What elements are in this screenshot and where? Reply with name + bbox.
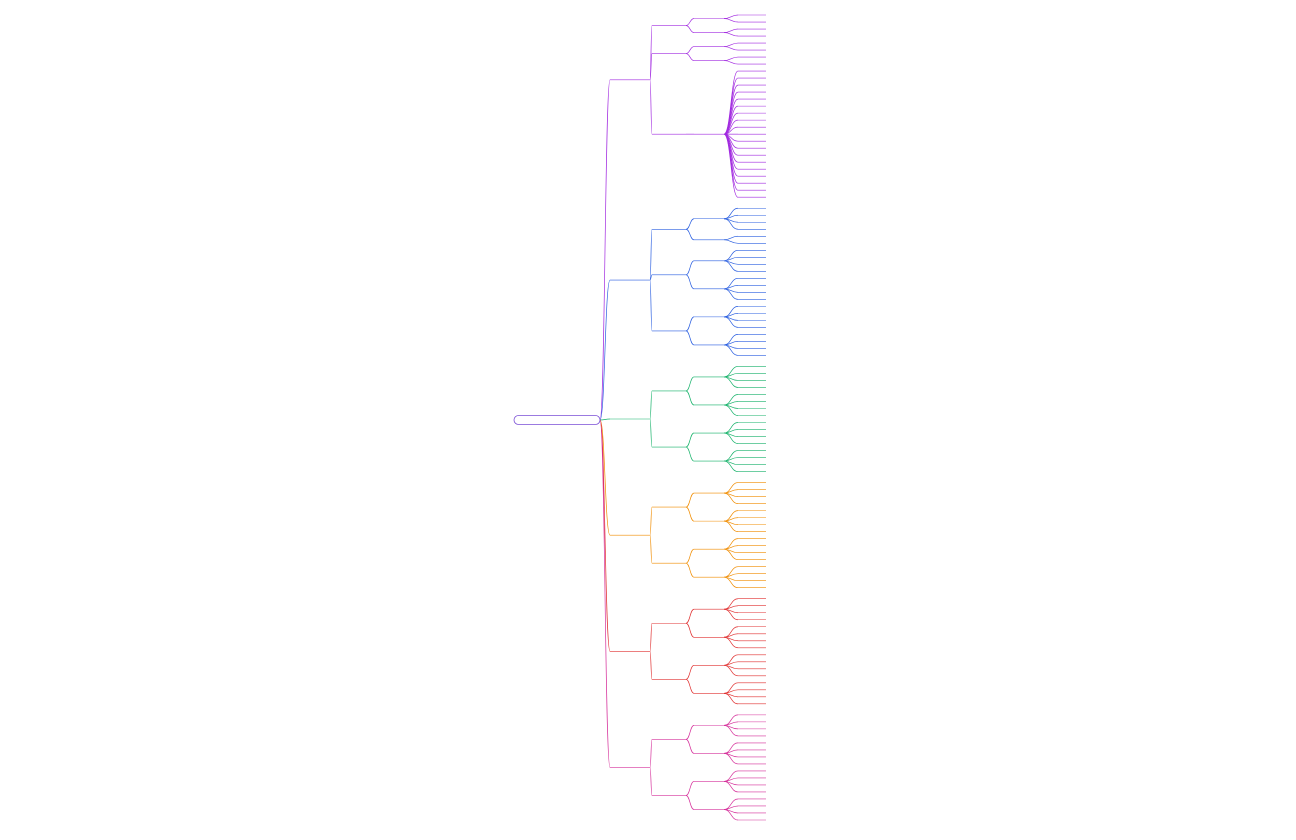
topic-to-sub-link <box>685 446 695 462</box>
topic-to-sub-link <box>685 390 695 406</box>
root-to-branch-link <box>599 418 611 421</box>
branch-to-topic-link <box>649 767 653 796</box>
topic-to-sub-link <box>685 18 695 26</box>
branch-to-topic-link <box>649 53 653 81</box>
topic-to-sub-link <box>685 781 695 796</box>
branch-to-topic-link <box>649 506 653 536</box>
sub-to-leaf-link <box>723 28 739 33</box>
branch-to-topic-link <box>649 418 653 448</box>
topic-to-sub-link <box>685 376 695 392</box>
sub-to-leaf-link <box>723 548 739 561</box>
topic-to-sub-link <box>685 260 695 276</box>
branch-to-topic-link <box>649 534 653 564</box>
sub-to-leaf-link <box>723 608 739 621</box>
topic-to-sub-link <box>685 739 695 754</box>
topic-to-sub-link <box>685 316 695 332</box>
topic-to-sub-link <box>685 432 695 448</box>
branch-to-topic-link <box>649 650 653 680</box>
sub-to-leaf-link <box>723 664 739 677</box>
mind-map-links <box>599 14 739 821</box>
sub-to-leaf-link <box>723 576 739 589</box>
topic-to-sub-link <box>685 548 695 564</box>
branch-to-topic-link <box>649 622 653 652</box>
sub-to-leaf-link <box>723 260 739 272</box>
sub-to-leaf-link <box>723 218 739 230</box>
topic-to-sub-link <box>685 492 695 508</box>
topic-to-sub-link <box>685 274 695 290</box>
sub-to-leaf-link <box>723 520 739 532</box>
topic-to-sub-link <box>685 25 695 33</box>
topic-to-sub-link <box>685 330 695 346</box>
sub-to-leaf-link <box>723 32 739 37</box>
sub-to-leaf-link <box>723 460 739 472</box>
sub-to-leaf-link <box>723 60 739 65</box>
sub-to-leaf-link <box>723 56 739 61</box>
sub-to-leaf-link <box>723 46 739 51</box>
topic-to-sub-link <box>685 608 695 624</box>
root-to-branch-link <box>599 79 611 421</box>
sub-to-leaf-link <box>723 753 739 765</box>
sub-to-leaf-link <box>723 344 739 356</box>
sub-to-leaf-link <box>723 492 739 504</box>
topic-to-sub-link <box>685 562 695 578</box>
sub-to-leaf-link <box>723 42 739 47</box>
sub-to-leaf-link <box>723 239 739 244</box>
branch-to-topic-link <box>649 274 653 281</box>
root-to-branch-link <box>599 419 611 652</box>
mind-map-nodes <box>513 14 766 821</box>
sub-to-leaf-link <box>723 14 739 19</box>
branch-to-topic-link <box>649 79 653 135</box>
sub-to-leaf-link <box>723 725 739 737</box>
sub-to-leaf-link <box>723 636 739 649</box>
sub-to-leaf-link <box>723 235 739 241</box>
root-to-branch-link <box>599 419 611 536</box>
branch-to-topic-link <box>649 390 653 420</box>
branch-to-topic-link <box>649 228 653 281</box>
branch-to-topic-link <box>649 739 653 768</box>
sub-to-leaf-link <box>723 781 739 793</box>
sub-to-leaf-link <box>723 288 739 300</box>
sub-to-leaf-link <box>723 692 739 705</box>
topic-to-sub-link <box>685 725 695 740</box>
topic-to-sub-link <box>685 46 695 54</box>
topic-to-sub-link <box>685 53 695 61</box>
topic-to-sub-link <box>685 678 695 694</box>
root-node-box[interactable] <box>513 415 601 425</box>
topic-to-sub-link <box>685 218 695 230</box>
sub-to-leaf-link <box>723 376 739 388</box>
topic-to-sub-link <box>685 795 695 810</box>
sub-to-leaf-link <box>723 316 739 328</box>
sub-to-leaf-link <box>723 432 739 444</box>
sub-to-leaf-link <box>723 133 739 198</box>
topic-to-sub-link <box>685 506 695 522</box>
topic-to-sub-link <box>685 622 695 638</box>
topic-to-sub-link <box>685 228 695 241</box>
branch-to-topic-link <box>649 279 653 332</box>
root-to-branch-link <box>599 279 611 421</box>
sub-to-leaf-link <box>723 404 739 416</box>
sub-to-leaf-link <box>723 18 739 23</box>
root-to-branch-link <box>599 419 611 768</box>
topic-to-sub-link <box>685 664 695 680</box>
sub-to-leaf-link <box>723 809 739 821</box>
